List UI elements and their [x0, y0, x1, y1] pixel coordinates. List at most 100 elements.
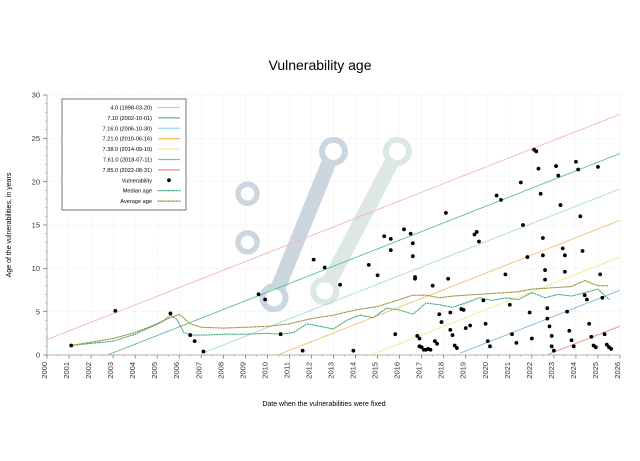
data-point	[585, 297, 589, 302]
data-point	[410, 241, 415, 246]
data-point	[300, 348, 305, 353]
legend-item-label: 7.10 (2002-10-01)	[107, 116, 152, 122]
data-point	[192, 339, 197, 344]
data-point	[598, 272, 603, 277]
data-point	[604, 342, 609, 347]
data-point	[463, 326, 468, 331]
trend-line	[70, 279, 610, 347]
legend-item: Vulnerability	[122, 178, 171, 184]
data-point	[338, 282, 343, 287]
data-point	[415, 334, 420, 338]
data-point	[461, 308, 466, 312]
data-point	[481, 298, 486, 303]
x-tick-label: 2005	[150, 362, 159, 379]
data-point	[593, 345, 598, 350]
data-point	[201, 349, 206, 354]
data-point	[507, 302, 512, 307]
x-axis-ticks: 2000 2001 2002 2003 2004 2005 2006 2007 2008 2009…	[40, 355, 622, 379]
y-tick-label: 30	[32, 91, 40, 100]
annotation-dumbbell	[259, 136, 348, 313]
data-point	[545, 306, 550, 311]
data-point	[256, 292, 261, 297]
data-point	[366, 262, 371, 267]
x-axis-label: Date when the vulnerabilities were fixed	[262, 401, 385, 408]
x-tick-label: 2026	[613, 362, 622, 379]
data-point	[382, 234, 387, 239]
x-tick-label: 2018	[437, 362, 446, 379]
x-tick-label: 2021	[503, 362, 512, 379]
x-tick-label: 2004	[128, 362, 137, 379]
release-line	[46, 113, 621, 340]
data-point	[538, 191, 543, 196]
data-point	[560, 246, 565, 251]
data-point	[536, 166, 541, 171]
legend-item-label: 7.21.0 (2010-06-16)	[103, 137, 153, 143]
legend-item: 7.21.0 (2010-06-16)	[103, 137, 180, 143]
legend-item: Median age	[123, 189, 181, 195]
legend-item-label: 7.16.0 (2006-10-30)	[103, 126, 153, 132]
data-point	[596, 165, 600, 169]
data-point	[444, 210, 448, 215]
y-tick-label: 25	[32, 134, 40, 143]
data-point	[503, 272, 508, 277]
release-line	[278, 219, 621, 356]
data-point	[527, 310, 532, 315]
data-point	[113, 308, 118, 313]
data-point	[518, 180, 523, 185]
x-tick-label: 2007	[194, 362, 203, 379]
data-point	[472, 232, 477, 237]
y-tick-label: 5	[36, 307, 40, 316]
x-tick-label: 2017	[415, 362, 424, 379]
data-point	[455, 346, 459, 350]
data-point	[534, 149, 539, 154]
y-tick-label: 20	[32, 177, 40, 186]
data-point	[563, 269, 567, 274]
data-point	[547, 324, 552, 329]
legend-item-label: Vulnerability	[122, 178, 152, 184]
data-point	[188, 333, 193, 337]
data-point	[569, 338, 574, 343]
data-point	[609, 347, 614, 351]
trend-series-layer	[70, 279, 610, 347]
data-point	[448, 327, 453, 332]
legend-item: 4.0 (1998-03-20)	[110, 106, 180, 112]
release-lines-layer	[46, 113, 621, 356]
data-point	[578, 214, 583, 219]
legend-marker-icon	[167, 178, 171, 183]
data-point	[529, 336, 534, 341]
data-point	[589, 334, 594, 339]
data-point	[567, 328, 572, 333]
legend-item: 7.10 (2002-10-01)	[107, 116, 180, 122]
data-point	[419, 345, 424, 350]
data-point	[439, 320, 444, 324]
data-point	[410, 254, 415, 259]
y-axis-ticks: 0 5 10 15 20 25 30	[32, 91, 47, 360]
data-point	[450, 333, 455, 337]
x-tick-label: 2001	[62, 362, 71, 379]
data-point	[571, 344, 576, 349]
legend-item-label: Average age	[120, 199, 152, 205]
data-point	[540, 236, 545, 240]
x-tick-label: 2008	[216, 362, 225, 379]
data-point	[311, 257, 316, 262]
data-point	[602, 332, 607, 337]
legend-item-label: Median age	[123, 189, 152, 195]
data-point	[563, 253, 567, 258]
x-tick-label: 2016	[393, 362, 402, 379]
data-point	[69, 343, 74, 348]
x-tick-label: 2015	[371, 362, 380, 379]
legend-item: 7.85.0 (2022-08-31)	[103, 168, 180, 174]
data-point	[448, 310, 453, 315]
x-tick-label: 2006	[172, 362, 181, 379]
data-point	[551, 348, 556, 353]
data-point	[417, 336, 422, 341]
data-point	[514, 340, 519, 345]
data-point	[474, 230, 479, 234]
x-tick-label: 2023	[547, 362, 556, 379]
data-point	[402, 227, 406, 232]
data-point	[543, 268, 547, 272]
data-point	[600, 295, 605, 300]
x-tick-label: 2011	[282, 362, 291, 378]
data-point	[510, 332, 514, 337]
